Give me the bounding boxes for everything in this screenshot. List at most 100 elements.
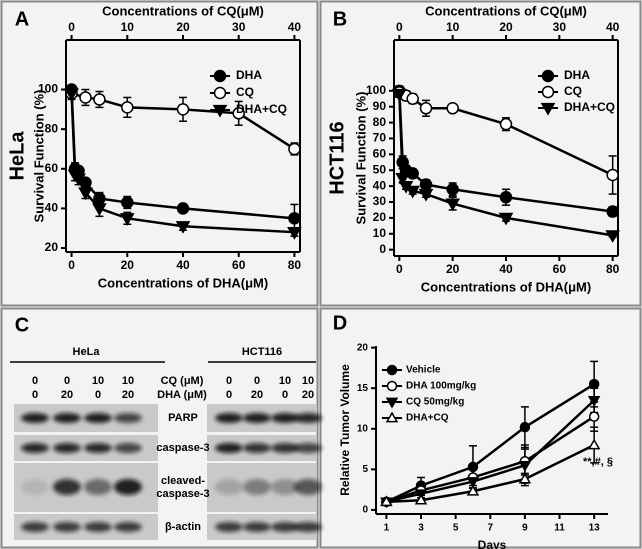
y-tick-label: 70 [373, 131, 387, 145]
marker [176, 103, 190, 116]
marker [287, 227, 302, 240]
y-tick-label: 100 [38, 82, 58, 96]
y-tick-label: 0 [362, 505, 368, 516]
y-tick-label: 90 [373, 99, 387, 113]
blot-band [271, 479, 299, 495]
y-tick-label: 60 [373, 147, 387, 161]
blot-band [114, 443, 142, 453]
y-axis-title: Relative Tumor Volume [338, 364, 352, 496]
x2-tick-label: 30 [553, 20, 567, 34]
x-axis-title: Concentrations of DHA(μM) [421, 279, 591, 294]
x2-tick-label: 10 [121, 20, 135, 34]
marker [288, 142, 301, 156]
y-tick-label: 5 [362, 464, 368, 475]
protein-label: cleaved- [161, 475, 205, 487]
x2-tick-label: 40 [288, 20, 302, 34]
marker [175, 221, 191, 234]
protein-label: PARP [168, 412, 198, 424]
cell-line-label: HCT116 [242, 346, 282, 358]
legend-label: CQ [564, 84, 582, 98]
panel-label: D [333, 312, 347, 334]
panel-frame [319, 307, 642, 549]
y-tick-label: 15 [357, 383, 369, 394]
blot-band [215, 413, 243, 423]
blot-band [294, 479, 322, 495]
marker [176, 202, 190, 215]
blot-band [84, 443, 112, 453]
marker [466, 477, 480, 488]
x-tick-label: 1 [384, 523, 390, 534]
blot-band [243, 522, 271, 532]
y-tick-label: 60 [45, 161, 59, 175]
legend-label: CQ 50mg/kg [406, 397, 464, 408]
blot-band [21, 413, 49, 423]
x2-tick-label: 20 [499, 20, 513, 34]
marker [418, 188, 434, 202]
y-tick-label: 10 [357, 423, 369, 434]
marker [446, 183, 459, 196]
x-tick-label: 60 [232, 258, 246, 272]
marker [213, 69, 227, 83]
marker [380, 495, 393, 507]
marker [121, 101, 134, 114]
y-tick-label: 20 [45, 240, 59, 254]
blot-band [271, 413, 299, 423]
x-tick-label: 40 [176, 258, 190, 272]
lane-label: 0 [32, 375, 38, 387]
legend-label: Vehicle [406, 365, 441, 376]
lane-label: 20 [251, 389, 263, 401]
marker [232, 107, 245, 120]
y-tick-label: 40 [45, 201, 59, 215]
row-label: HCT116 [326, 121, 348, 194]
lane-label: 20 [122, 389, 134, 401]
marker [605, 230, 621, 243]
blot-band [84, 522, 112, 532]
lane-label: 0 [95, 389, 101, 401]
blot-band [114, 413, 142, 423]
x-tick-label: 20 [446, 262, 460, 276]
lane-label: 0 [226, 389, 232, 401]
lane-label: 0 [226, 375, 232, 387]
blot-band [215, 522, 243, 532]
x2-tick-label: 40 [606, 20, 620, 34]
marker [588, 378, 600, 390]
blot-band [294, 413, 322, 423]
marker [466, 484, 480, 496]
y-tick-label: 20 [373, 210, 387, 224]
marker [385, 397, 399, 409]
marker [414, 493, 428, 505]
row-label: HeLa [6, 131, 28, 181]
blot-band [243, 479, 271, 495]
x-tick-label: 13 [589, 523, 601, 534]
x-axis-title: Days [478, 538, 507, 549]
marker [385, 411, 399, 423]
x2-tick-label: 0 [396, 20, 403, 34]
legend-label: DHA [564, 68, 590, 82]
x-tick-label: 11 [554, 523, 565, 534]
x-tick-label: 40 [499, 262, 513, 276]
marker [419, 102, 433, 115]
blot-band [53, 479, 81, 495]
x-tick-label: 0 [68, 258, 75, 272]
marker [587, 438, 601, 450]
lane-label: 10 [279, 375, 291, 387]
lane-label: 20 [61, 389, 73, 401]
x-tick-label: 7 [487, 523, 493, 534]
y-tick-label: 100 [366, 83, 386, 97]
y-tick-label: 30 [373, 194, 387, 208]
y-axis-title: Survival Function (%) [353, 92, 368, 225]
blot-band [294, 522, 322, 532]
lane-label: 10 [92, 375, 104, 387]
marker [499, 190, 513, 204]
marker [498, 212, 514, 226]
y-tick-label: 80 [373, 115, 387, 129]
y-tick-label: 20 [357, 342, 369, 353]
lane-label: 0 [282, 389, 288, 401]
marker [446, 102, 459, 115]
blot-band [53, 413, 81, 423]
marker [606, 168, 619, 182]
lane-label: 0 [254, 375, 260, 387]
legend-label: DHA+CQ [564, 100, 615, 114]
marker [391, 88, 407, 102]
legend-label: DHA+CQ [236, 102, 287, 116]
